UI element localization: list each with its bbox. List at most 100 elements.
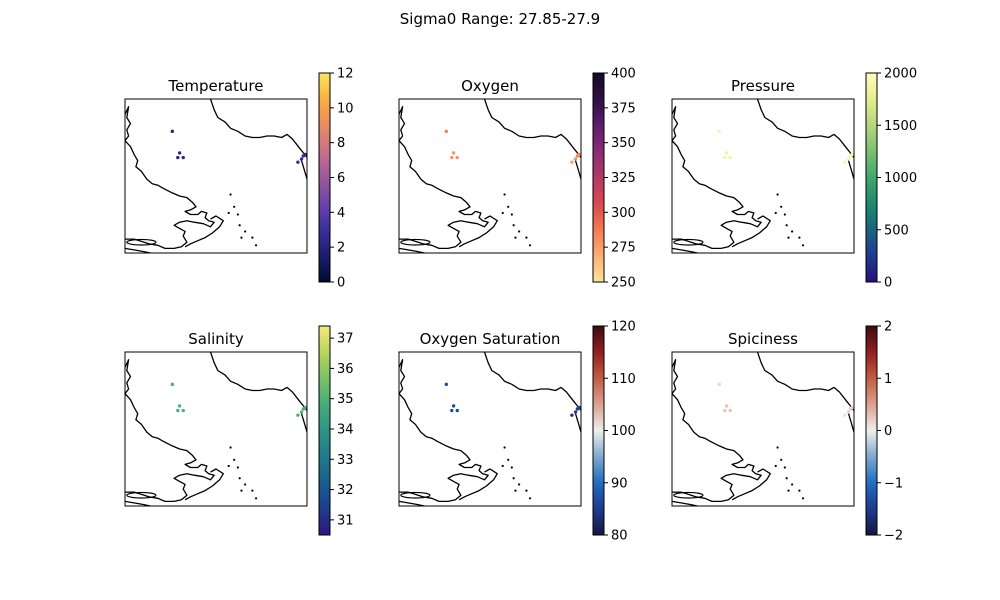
data-point: [181, 408, 185, 413]
coastline-2: [672, 500, 698, 506]
map-area: [125, 99, 307, 253]
data-point: [728, 408, 732, 413]
coast-islet: [776, 446, 779, 449]
data-point: [717, 129, 722, 134]
coast-islet: [236, 213, 239, 216]
coast-islet: [251, 489, 254, 492]
coastline-1: [125, 106, 215, 250]
coast-islet: [801, 497, 805, 500]
coastline-3: [756, 99, 854, 158]
coastline-5: [731, 215, 771, 248]
colorbar: [865, 72, 878, 283]
colorbar-tick-label: 350: [611, 136, 636, 151]
coast-islet: [525, 489, 528, 492]
colorbar-tick-label: −2: [884, 529, 903, 544]
coastline-4: [847, 160, 854, 180]
coast-islet: [254, 244, 258, 247]
data-point: [573, 410, 578, 414]
colorbar-tick-label: 90: [611, 476, 628, 491]
colorbar-tick-label: 2000: [884, 67, 917, 82]
data-point: [181, 155, 185, 160]
coast-islet: [510, 466, 513, 469]
coastline-1: [399, 106, 489, 250]
axes-frame: [124, 351, 308, 507]
coast-islet: [503, 446, 506, 449]
coastline-5: [184, 215, 224, 248]
colorbar-tick-label: −1: [884, 476, 903, 491]
colorbar-tick-label: 2: [884, 320, 892, 335]
data-point: [577, 405, 581, 410]
data-point: [303, 405, 307, 410]
coast-islet: [507, 458, 510, 461]
coastline-4: [574, 160, 581, 180]
coast-islet: [528, 244, 532, 247]
data-point: [724, 404, 729, 408]
coast-islet: [238, 477, 241, 480]
data-point: [723, 155, 727, 160]
colorbar-tick-label: 0: [337, 276, 345, 291]
coast-islet: [236, 466, 239, 469]
coastline-2: [125, 500, 151, 506]
coast-islet: [780, 205, 783, 208]
data-point: [299, 410, 304, 414]
coast-islet: [787, 236, 790, 239]
coast-islet: [510, 213, 513, 216]
coast-islet: [501, 464, 504, 468]
coast-islet: [798, 236, 801, 239]
colorbar-tick-label: 0: [884, 424, 892, 439]
coastline-3: [209, 99, 307, 158]
coast-islet: [776, 193, 779, 196]
island-outline: [400, 238, 431, 246]
coastline-2: [399, 247, 425, 253]
coastline-1: [125, 359, 215, 503]
coast-islet: [227, 464, 230, 468]
coast-islet: [244, 483, 247, 486]
data-point: [299, 157, 304, 161]
coastline-2: [125, 247, 151, 253]
data-point: [850, 152, 854, 157]
axes-frame: [398, 351, 582, 507]
axes-frame: [124, 98, 308, 254]
coast-islet: [240, 236, 243, 239]
colorbar-tick-label: 110: [611, 372, 636, 387]
coastline-4: [300, 413, 307, 433]
coast-islet: [254, 497, 258, 500]
colorbar-tick-label: 375: [611, 101, 636, 116]
colorbar-tick-label: 0: [884, 276, 892, 291]
data-point: [850, 405, 854, 410]
colorbar-tick-label: 6: [337, 171, 345, 186]
coast-islet: [512, 224, 515, 227]
data-point: [728, 155, 732, 160]
coast-islet: [503, 193, 506, 196]
data-point: [450, 408, 454, 413]
coast-islet: [801, 244, 805, 247]
coastline-4: [847, 413, 854, 433]
island-outline: [400, 491, 431, 499]
coastline-5: [731, 468, 771, 501]
colorbar-tick-label: 500: [884, 223, 909, 238]
map-area: [125, 352, 307, 506]
coast-islet: [774, 464, 777, 468]
coastline-3: [483, 352, 581, 411]
data-point: [303, 152, 307, 157]
colorbar-tick-label: 8: [337, 136, 345, 151]
coastline-1: [672, 359, 762, 503]
data-point: [723, 408, 727, 413]
data-point: [846, 157, 851, 161]
data-point: [843, 413, 847, 417]
panels: Temperature024681012Oxygen25027530032535…: [124, 67, 917, 544]
coastline-4: [300, 160, 307, 180]
map-area: [399, 352, 581, 506]
colorbar-tick-label: 80: [611, 529, 628, 544]
data-point: [177, 151, 182, 155]
coast-islet: [774, 211, 777, 215]
coastline-1: [399, 359, 489, 503]
colorbar-tick-label: 33: [337, 453, 354, 468]
subplot-4: Salinity 31 32 33 34 35 36 37: [124, 325, 354, 536]
coast-islet: [229, 193, 232, 196]
subplot-title: Oxygen: [461, 77, 519, 95]
colorbar: [592, 72, 605, 283]
data-point: [451, 151, 456, 155]
colorbar: [865, 325, 878, 536]
